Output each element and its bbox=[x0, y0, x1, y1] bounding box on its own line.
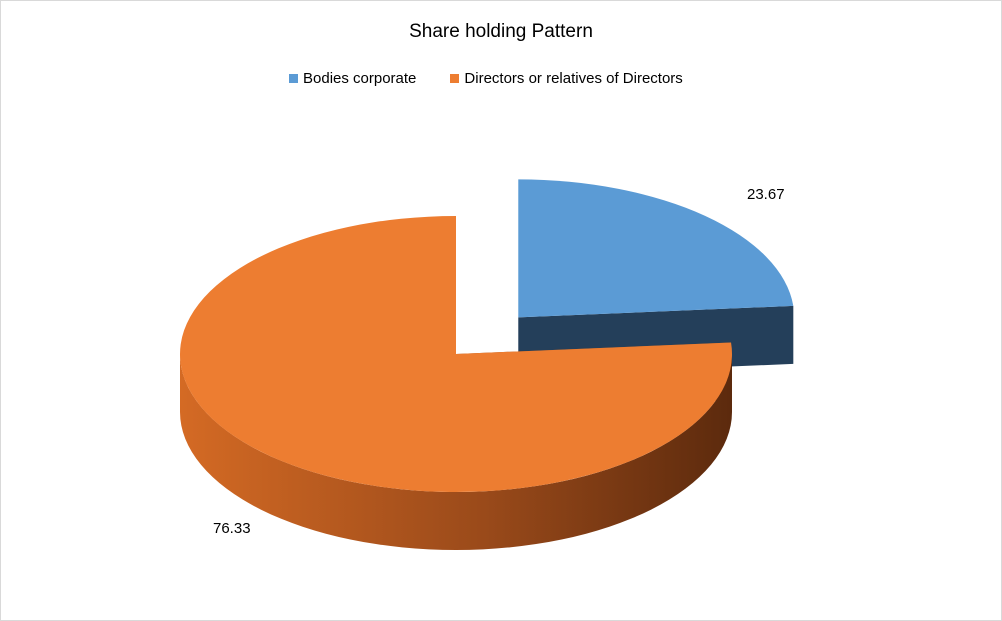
legend-label-directors: Directors or relatives of Directors bbox=[464, 69, 683, 87]
legend-swatch-directors bbox=[450, 73, 460, 83]
slice-top-bodies-corporate bbox=[518, 179, 794, 318]
data-label-directors: 76.33 bbox=[213, 520, 251, 537]
slice-wall-directors bbox=[180, 354, 732, 550]
legend-item-bodies-corporate: Bodies corporate bbox=[289, 70, 416, 87]
slice-top-directors bbox=[180, 216, 733, 492]
legend-item-directors: Directors or relatives of Directors bbox=[450, 69, 683, 87]
chart-title: Share holding Pattern bbox=[409, 21, 593, 42]
legend-swatch-bodies-corporate bbox=[289, 73, 298, 83]
legend-label-bodies-corporate: Bodies corporate bbox=[303, 69, 417, 87]
legend: Bodies corporate Directors or relatives … bbox=[289, 68, 717, 88]
data-label-bodies-corporate: 23.67 bbox=[747, 186, 785, 203]
